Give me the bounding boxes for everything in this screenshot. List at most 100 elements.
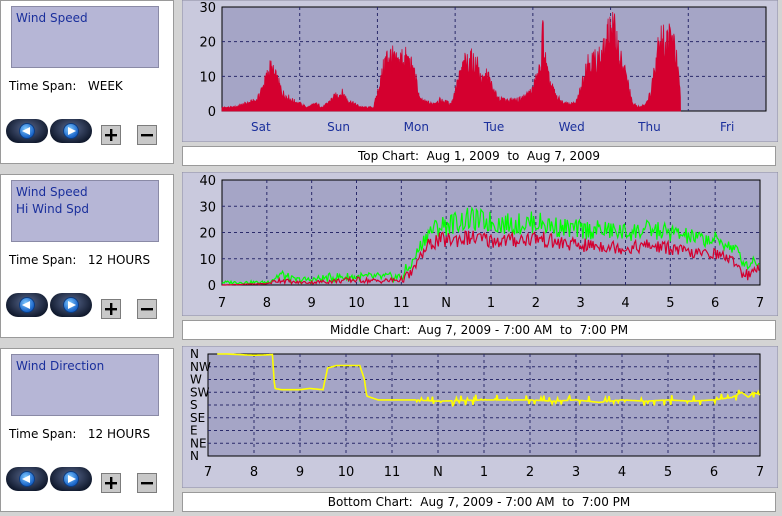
x-tick-label: 11 <box>384 465 401 480</box>
zoom-in-button[interactable] <box>101 299 121 319</box>
y-tick-label: SE <box>190 411 205 425</box>
x-tick-label: 5 <box>664 465 672 480</box>
middle-chart[interactable]: 0 10 20 30 40 7 8 9 10 11 N 1 2 3 4 5 6 7 <box>182 172 778 316</box>
x-tick-label: Fri <box>720 120 734 134</box>
minus-icon <box>141 134 153 137</box>
plus-icon <box>105 303 117 315</box>
time-span-value: WEEK <box>87 79 123 93</box>
x-tick-label: 7 <box>218 296 226 311</box>
y-tick-label: 30 <box>199 1 216 16</box>
x-tick-label: 2 <box>526 465 534 480</box>
x-tick-label: 8 <box>250 465 258 480</box>
back-button[interactable] <box>6 119 48 143</box>
y-tick-label: 0 <box>208 105 216 120</box>
series-list[interactable]: Wind Speed Hi Wind Spd <box>11 180 159 242</box>
series-wind-direction <box>217 353 761 408</box>
left-arrow-icon <box>22 127 30 135</box>
middle-chart-controls: Wind Speed Hi Wind Spd Time Span: 12 HOU… <box>0 174 174 338</box>
series-item[interactable]: Hi Wind Spd <box>16 202 89 216</box>
left-arrow-icon <box>22 301 30 309</box>
top-chart-caption: Top Chart: Aug 1, 2009 to Aug 7, 2009 <box>182 146 776 166</box>
x-tick-label: Tue <box>483 120 505 134</box>
x-tick-label: 3 <box>572 465 580 480</box>
x-tick-label: Mon <box>404 120 429 134</box>
x-tick-label: 3 <box>577 296 585 311</box>
x-tick-label: 9 <box>308 296 316 311</box>
right-arrow-icon <box>68 301 76 309</box>
series-list[interactable]: Wind Direction <box>11 354 159 416</box>
x-tick-label: N <box>433 465 443 480</box>
time-span: Time Span: 12 HOURS <box>9 253 150 267</box>
y-tick-label: 10 <box>199 253 216 268</box>
y-tick-label: 20 <box>199 227 216 242</box>
x-tick-label: 4 <box>621 296 629 311</box>
minus-icon <box>141 308 153 311</box>
top-chart-controls: Wind Speed Time Span: WEEK <box>0 0 174 164</box>
x-tick-label: 10 <box>348 296 365 311</box>
time-span-label: Time Span: <box>9 427 77 441</box>
x-tick-label: 2 <box>532 296 540 311</box>
x-tick-label: Wed <box>559 120 585 134</box>
bottom-chart-controls: Wind Direction Time Span: 12 HOURS <box>0 348 174 512</box>
forward-button[interactable] <box>50 119 92 143</box>
x-tick-label: 4 <box>618 465 626 480</box>
x-tick-label: Thu <box>637 120 661 134</box>
y-tick-label: S <box>190 398 198 412</box>
plus-icon <box>105 477 117 489</box>
time-span-value: 12 HOURS <box>87 253 151 267</box>
x-tick-label: 7 <box>756 296 764 311</box>
minus-icon <box>141 482 153 485</box>
x-tick-label: 5 <box>666 296 674 311</box>
back-button[interactable] <box>6 293 48 317</box>
y-tick-label: 10 <box>199 70 216 85</box>
y-tick-label: 40 <box>199 174 216 189</box>
time-span-label: Time Span: <box>9 253 77 267</box>
zoom-out-button[interactable] <box>137 473 157 493</box>
x-tick-label: 6 <box>711 296 719 311</box>
time-span-label: Time Span: <box>9 79 77 93</box>
zoom-out-button[interactable] <box>137 299 157 319</box>
x-tick-label: 6 <box>710 465 718 480</box>
time-span: Time Span: 12 HOURS <box>9 427 150 441</box>
x-tick-label: N <box>441 296 451 311</box>
time-span-value: 12 HOURS <box>87 427 151 441</box>
series-wind-speed <box>221 11 681 112</box>
forward-button[interactable] <box>50 467 92 491</box>
top-chart[interactable]: 0 10 20 30 Sat Sun Mon Tue Wed Thu Fri <box>182 0 778 142</box>
x-tick-label: 10 <box>338 465 355 480</box>
x-tick-label: 8 <box>263 296 271 311</box>
plus-icon <box>105 129 117 141</box>
x-tick-label: 11 <box>393 296 410 311</box>
y-tick-label: 30 <box>199 200 216 215</box>
y-tick-label: 20 <box>199 36 216 51</box>
y-tick-label: 0 <box>208 279 216 294</box>
plot-area <box>221 179 761 286</box>
y-tick-label: NW <box>190 360 211 374</box>
x-tick-label: Sat <box>251 120 271 134</box>
back-button[interactable] <box>6 467 48 491</box>
x-tick-label: 7 <box>204 465 212 480</box>
right-arrow-icon <box>68 127 76 135</box>
series-wind-speed <box>222 230 760 286</box>
zoom-out-button[interactable] <box>137 125 157 145</box>
zoom-in-button[interactable] <box>101 125 121 145</box>
series-item[interactable]: Wind Direction <box>16 359 105 373</box>
y-tick-label: N <box>190 347 199 361</box>
x-tick-label: Sun <box>327 120 350 134</box>
x-tick-label: 1 <box>487 296 495 311</box>
y-tick-label: W <box>190 373 202 387</box>
right-arrow-icon <box>68 475 76 483</box>
x-tick-label: 9 <box>296 465 304 480</box>
time-span: Time Span: WEEK <box>9 79 123 93</box>
series-item[interactable]: Wind Speed <box>16 11 88 25</box>
y-tick-label: SW <box>190 385 210 399</box>
series-list[interactable]: Wind Speed <box>11 6 159 68</box>
series-item[interactable]: Wind Speed <box>16 185 88 199</box>
forward-button[interactable] <box>50 293 92 317</box>
middle-chart-caption: Middle Chart: Aug 7, 2009 - 7:00 AM to 7… <box>182 320 776 340</box>
y-tick-label: N <box>190 449 199 463</box>
y-tick-label: NE <box>190 436 207 450</box>
zoom-in-button[interactable] <box>101 473 121 493</box>
x-tick-label: 7 <box>756 465 764 480</box>
